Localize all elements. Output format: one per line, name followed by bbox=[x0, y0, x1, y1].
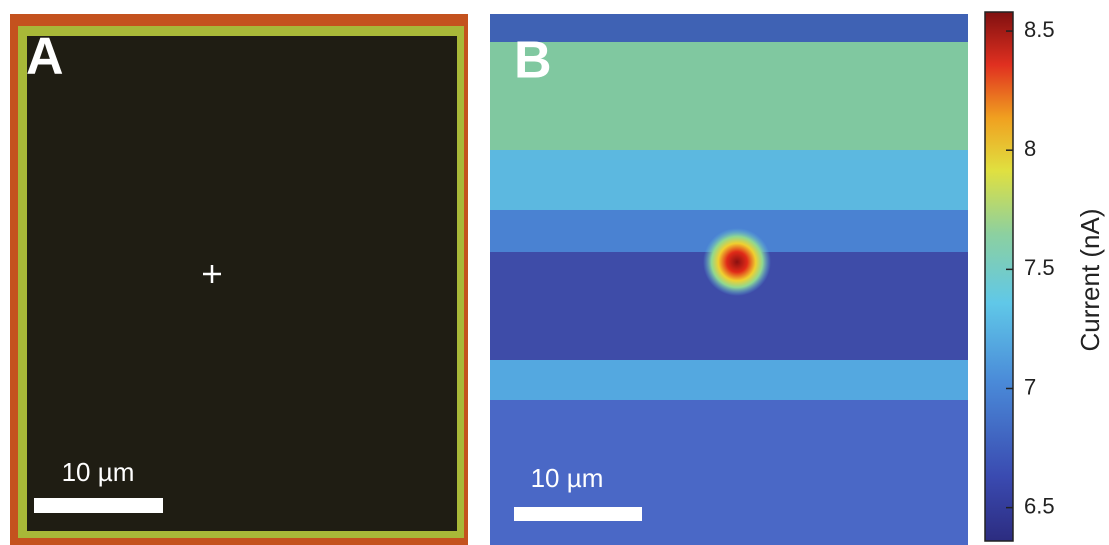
panel-letter: B bbox=[514, 32, 552, 90]
crosshair bbox=[203, 265, 221, 283]
colorbar-scale bbox=[984, 11, 1014, 542]
tick-label: 8 bbox=[1024, 136, 1036, 161]
panel-b: B 10 µm bbox=[490, 14, 968, 545]
scale-bar bbox=[514, 507, 642, 521]
map-band bbox=[490, 14, 968, 42]
map-band bbox=[490, 360, 968, 400]
tick-label: 8.5 bbox=[1024, 17, 1055, 42]
colorbar: Current (nA) 6.5 7 7.5 8 8.5 bbox=[984, 11, 1105, 542]
scale-bar-label: 10 µm bbox=[531, 463, 604, 493]
map-band bbox=[490, 150, 968, 210]
scale-bar-label: 10 µm bbox=[62, 457, 135, 487]
scale-bar bbox=[34, 498, 163, 513]
panel-letter: A bbox=[26, 28, 64, 86]
panel-a: A 10 µm bbox=[10, 14, 468, 545]
tick-label: 7.5 bbox=[1024, 255, 1055, 280]
tick-label: 7 bbox=[1024, 374, 1036, 399]
map-band bbox=[490, 42, 968, 150]
image-interior bbox=[27, 36, 457, 531]
tick-label: 6.5 bbox=[1024, 493, 1055, 518]
hot-spot bbox=[703, 228, 771, 296]
colorbar-label: Current (nA) bbox=[1075, 208, 1105, 351]
